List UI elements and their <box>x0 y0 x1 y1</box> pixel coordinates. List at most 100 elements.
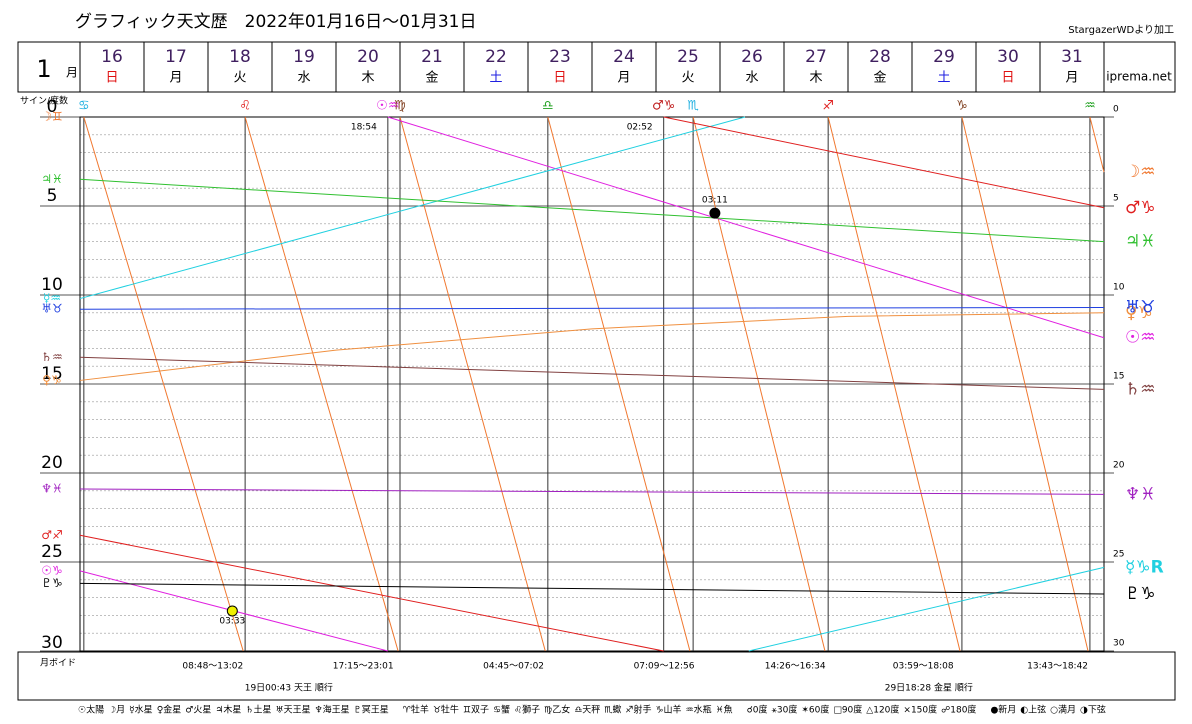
void-time: 14:26～16:34 <box>765 662 826 672</box>
void-time: 17:15～23:01 <box>333 662 394 672</box>
legend-item: ♓魚 <box>716 704 733 716</box>
series-end-label: ♃♓ <box>1125 232 1155 252</box>
weekday: 火 <box>233 71 246 86</box>
weekday: 月 <box>169 71 182 86</box>
series-start-label: ☉♑ <box>41 563 63 577</box>
weekday: 土 <box>489 71 502 86</box>
legend-item: ♅天王星 <box>276 705 311 716</box>
weekday: 土 <box>937 71 950 86</box>
legend-item: △120度 <box>866 704 899 716</box>
ingress-label: ♏ <box>687 99 699 114</box>
legend-item: ✶60度 <box>801 704 829 716</box>
ingress-label: ♍ <box>394 99 406 114</box>
month-unit: 月 <box>66 66 78 80</box>
legend-item: □90度 <box>833 704 862 716</box>
series-start-label: ♆♓ <box>41 482 63 496</box>
ingress-label: ♑ <box>956 99 968 114</box>
legend-item: ⚹30度 <box>771 704 797 716</box>
series-end-label: ♆♓ <box>1125 484 1155 504</box>
series-end-label: ☽♒ <box>1125 162 1155 182</box>
series-line <box>79 582 1105 595</box>
void-time: 13:43～18:42 <box>1027 662 1088 672</box>
void-time: 03:59～18:08 <box>893 662 954 672</box>
credit: StargazerWDより加工 <box>1068 24 1174 36</box>
series-line <box>83 116 1105 652</box>
weekday: 木 <box>361 71 374 86</box>
weekday: 火 <box>681 71 694 86</box>
series-start-label: ♃♓ <box>41 172 63 186</box>
y-tick-label: 0 <box>47 97 58 117</box>
series-start-label: ♅♉ <box>41 302 63 316</box>
legend-item: ♒水瓶 <box>686 704 712 716</box>
y-tick-label: 10 <box>41 275 63 295</box>
series-end-label: ☿♑R <box>1125 557 1164 577</box>
weekday: 日 <box>105 71 118 86</box>
full-moon <box>226 605 238 617</box>
y-tick-label-right: 10 <box>1113 283 1125 293</box>
weekday: 水 <box>297 71 310 86</box>
legend-item: ⨯150度 <box>903 704 937 716</box>
legend-item: ◐上弦 <box>1020 704 1046 716</box>
weekday: 日 <box>1001 71 1014 86</box>
chart-title: グラフィック天文歴 2022年01月16日～01月31日 <box>75 12 476 32</box>
legend-item: ♉牡牛 <box>433 704 459 716</box>
series-start-label: ☽♊ <box>41 110 63 124</box>
day-number: 25 <box>677 47 699 67</box>
day-number: 29 <box>933 47 955 67</box>
weekday: 金 <box>873 70 886 86</box>
series-line <box>79 178 1105 243</box>
legend-item: ♃木星 <box>215 704 241 716</box>
note: 29日18:28 金星 順行 <box>885 682 973 694</box>
day-number: 24 <box>613 47 635 67</box>
series-line <box>79 116 1105 652</box>
legend-item: ☽月 <box>108 705 125 716</box>
legend-item: ♈牡羊 <box>403 704 429 716</box>
event-label: 02:52 <box>627 123 653 133</box>
header-box <box>17 41 1176 93</box>
void-time: 07:09～12:56 <box>634 662 695 672</box>
y-tick-label: 25 <box>41 542 63 562</box>
weekday: 日 <box>553 71 566 86</box>
legend-item: ♌獅子 <box>514 704 540 716</box>
weekday: 水 <box>745 71 758 86</box>
series-line <box>79 306 1105 310</box>
legend-item: ☉太陽 <box>78 704 104 716</box>
legend-item: ♏蠍 <box>604 704 621 716</box>
y-tick-label: 20 <box>41 453 63 473</box>
legend-item: ♑山羊 <box>655 704 681 716</box>
legend-item: ☍180度 <box>941 704 976 716</box>
ingress-label: ♋ <box>78 99 90 114</box>
series-start-label: ♄♒ <box>41 350 63 364</box>
legend-item: ♎天秤 <box>574 705 600 716</box>
day-number: 21 <box>421 47 443 67</box>
ingress-label: ♌ <box>239 99 251 114</box>
day-number: 28 <box>869 47 891 67</box>
day-number: 30 <box>997 47 1019 67</box>
ingress-label: ♒ <box>1084 99 1096 114</box>
legend-item: ●新月 <box>990 704 1016 716</box>
day-number: 23 <box>549 47 571 67</box>
day-number: 16 <box>101 47 123 67</box>
series-end-label: ♅♉ <box>1125 297 1155 317</box>
series-start-label: ♂♐ <box>41 528 63 542</box>
void-time: 08:48～13:02 <box>182 662 243 672</box>
legend-item: ♇冥王星 <box>354 705 389 716</box>
series-line <box>79 356 1105 390</box>
legend-item: ♐射手 <box>625 704 651 716</box>
series-end-label: ♇♑ <box>1125 584 1155 604</box>
series-line <box>79 116 1105 652</box>
ingress-label: ☉♒ <box>376 99 399 114</box>
site: iprema.net <box>1106 70 1172 84</box>
legend-item: ♆海王星 <box>315 704 350 716</box>
series-end-label: ♀♑ <box>1125 303 1153 323</box>
event-label: 03:11 <box>702 196 728 206</box>
event-label: 03:33 <box>219 616 245 626</box>
weekday: 月 <box>617 71 630 86</box>
plot-frame <box>79 116 1105 652</box>
y-tick-label-right: 5 <box>1113 194 1119 204</box>
legend-item: ♋蟹 <box>493 704 510 716</box>
y-tick-label-right: 0 <box>1113 105 1119 115</box>
ingress-label: ♂♑ <box>652 99 675 114</box>
month: 1 <box>36 55 51 83</box>
